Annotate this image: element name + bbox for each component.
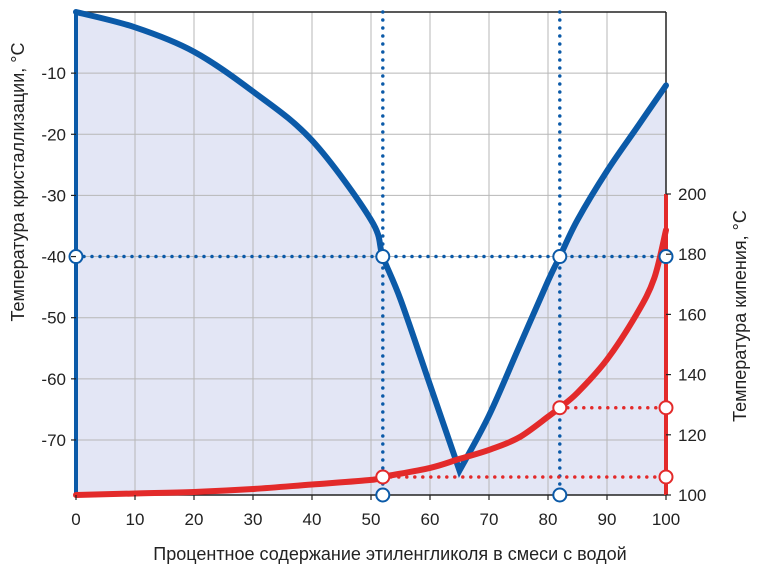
x-tick-label: 0 (71, 510, 80, 529)
data-point-marker (552, 400, 568, 416)
right-tick-label: 120 (678, 426, 706, 445)
left-axis-title: Температура кристаллизации, °С (8, 43, 28, 322)
data-point-marker (375, 249, 391, 265)
x-tick-label: 20 (185, 510, 204, 529)
data-point-marker (552, 487, 568, 503)
x-tick-label: 90 (598, 510, 617, 529)
right-tick-label: 200 (678, 185, 706, 204)
left-tick-label: -60 (41, 370, 66, 389)
data-point-marker (375, 487, 391, 503)
x-axis-title: Процентное содержание этиленгликоля в см… (153, 544, 626, 564)
x-tick-label: 70 (480, 510, 499, 529)
right-tick-label: 160 (678, 305, 706, 324)
left-tick-label: -70 (41, 431, 66, 450)
data-point-marker (375, 469, 391, 485)
x-tick-label: 80 (539, 510, 558, 529)
data-point-marker (658, 400, 674, 416)
left-tick-label: -30 (41, 186, 66, 205)
right-tick-label: 140 (678, 366, 706, 385)
x-tick-label: 50 (362, 510, 381, 529)
x-tick-label: 30 (244, 510, 263, 529)
right-tick-label: 180 (678, 245, 706, 264)
x-tick-label: 40 (303, 510, 322, 529)
data-point-marker (658, 249, 674, 265)
left-tick-label: -20 (41, 125, 66, 144)
x-tick-label: 100 (652, 510, 680, 529)
right-axis-title: Температура кипения, °С (730, 210, 750, 422)
left-tick-label: -10 (41, 64, 66, 83)
x-tick-label: 10 (126, 510, 145, 529)
data-point-marker (658, 469, 674, 485)
left-tick-label: -40 (41, 248, 66, 267)
left-tick-label: -50 (41, 309, 66, 328)
x-tick-label: 60 (421, 510, 440, 529)
crystallization-curve (73, 9, 669, 478)
data-point-marker (552, 249, 568, 265)
right-tick-label: 100 (678, 486, 706, 505)
boiling-curve (73, 227, 669, 498)
